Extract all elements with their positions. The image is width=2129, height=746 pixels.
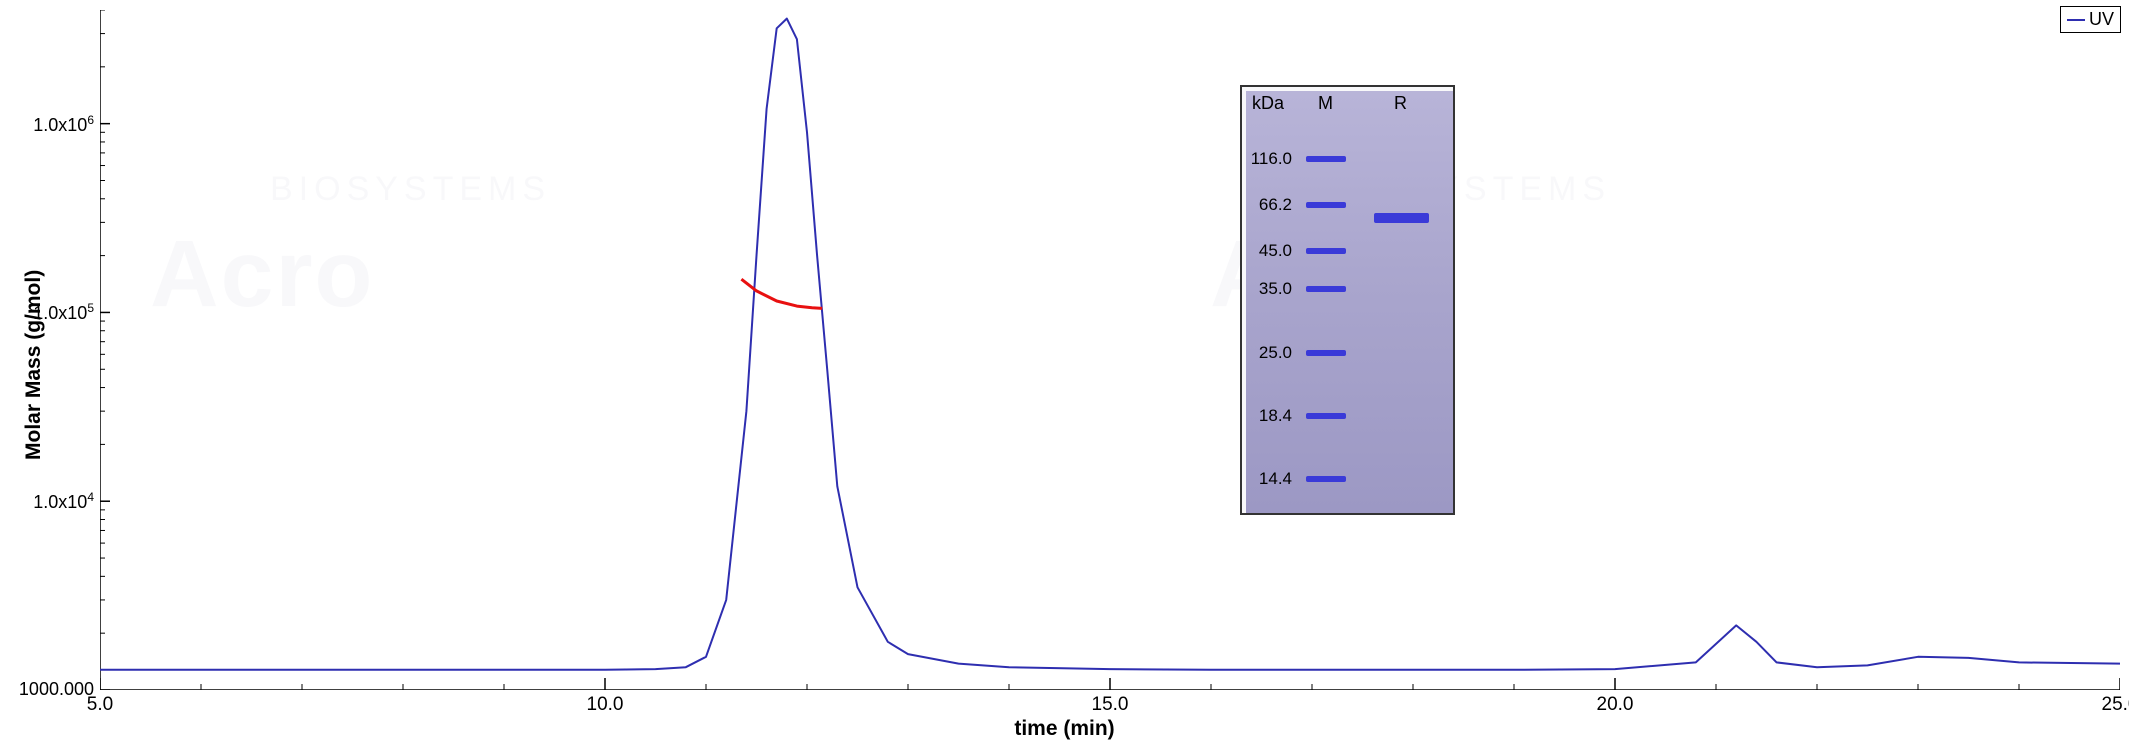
gel-ladder-label: 35.0 <box>1248 279 1292 299</box>
gel-ladder-label: 45.0 <box>1248 241 1292 261</box>
gel-ladder-label: 66.2 <box>1248 195 1292 215</box>
gel-inset: kDa M R 116.0 66.2 45.0 35.0 25.0 18.4 14.4 <box>1240 85 1455 515</box>
legend-label: UV <box>2089 9 2114 30</box>
gel-ladder-band <box>1306 350 1346 356</box>
x-tick-label: 10.0 <box>587 694 624 716</box>
gel-ladder-label: 25.0 <box>1248 343 1292 363</box>
x-tick-label: 5.0 <box>87 694 113 716</box>
x-tick-label: 20.0 <box>1597 694 1634 716</box>
gel-ladder-band <box>1306 476 1346 482</box>
gel-ladder-label: 14.4 <box>1248 469 1292 489</box>
x-tick-label: 25.0 <box>2102 694 2129 716</box>
gel-lane-R: R <box>1394 93 1407 114</box>
sec-mals-chart: BIOSYSTEMS Acro BIOSYSTEMS Acro Molar Ma… <box>0 0 2129 746</box>
gel-ladder-band <box>1306 248 1346 254</box>
y-axis-label: Molar Mass (g/mol) <box>22 270 46 460</box>
y-tick-label: 1.0x106 <box>33 113 94 136</box>
y-tick-label: 1000.000 <box>19 679 94 700</box>
gel-header-kda: kDa <box>1252 93 1284 114</box>
gel-ladder-band <box>1306 156 1346 162</box>
gel-ladder-band <box>1306 286 1346 292</box>
gel-lane-M: M <box>1318 93 1333 114</box>
gel-ladder-band <box>1306 413 1346 419</box>
legend-line-icon <box>2067 19 2085 21</box>
gel-ladder-label: 18.4 <box>1248 406 1292 426</box>
x-tick-label: 15.0 <box>1092 694 1129 716</box>
y-tick-label: 1.0x104 <box>33 490 94 513</box>
gel-ladder-band <box>1306 202 1346 208</box>
gel-image: kDa M R 116.0 66.2 45.0 35.0 25.0 18.4 14.4 <box>1246 91 1453 513</box>
gel-ladder-label: 116.0 <box>1248 149 1292 169</box>
gel-sample-band <box>1374 213 1429 223</box>
plot-svg <box>100 10 2120 690</box>
y-tick-label: 1.0x105 <box>33 301 94 324</box>
legend: UV <box>2060 6 2121 33</box>
x-axis-label: time (min) <box>1014 717 1114 741</box>
